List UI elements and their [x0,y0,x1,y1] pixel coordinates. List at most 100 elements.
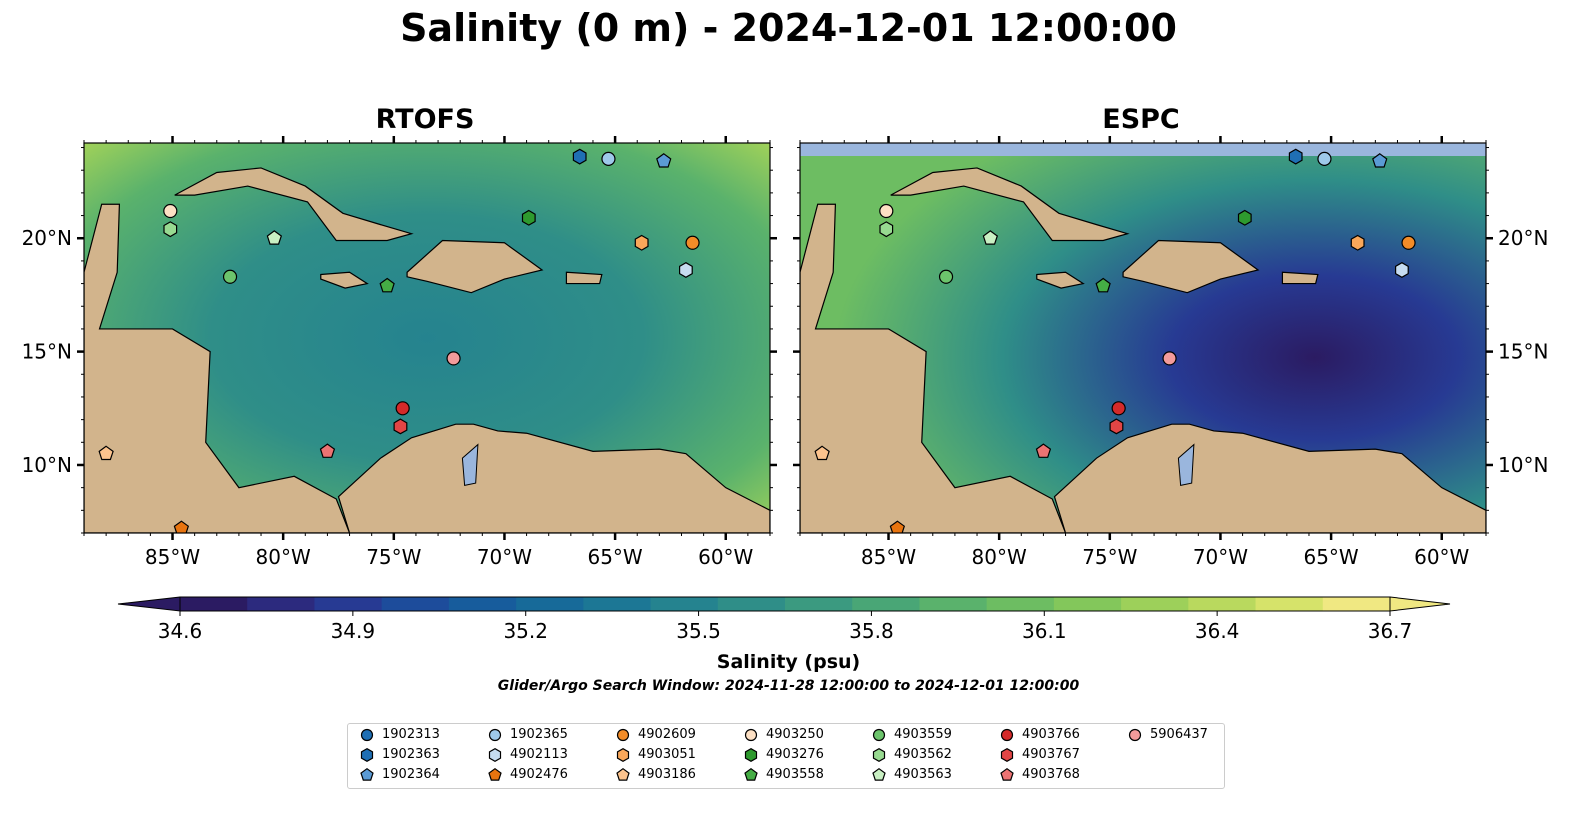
legend-label: 4903767 [1022,747,1080,762]
legend-label: 4902113 [510,747,568,762]
legend-marker [1000,767,1014,781]
legend-item-4902113: 4902113 [486,746,568,764]
legend-marker [872,728,886,742]
float-marker-1902364 [1372,153,1388,168]
legend-label: 1902365 [510,727,568,742]
float-marker-4903766 [1111,401,1126,416]
float-marker-4903558 [379,277,395,293]
float-marker-4903563 [266,230,283,245]
float-marker-1902364 [656,153,672,168]
legend-label: 5906437 [1150,727,1208,742]
float-marker-4902113 [678,262,693,278]
float-marker-4903559 [938,269,954,284]
colorbar-segment [1188,597,1257,611]
float-marker-4903563 [982,230,999,245]
colorbar-segment [314,597,383,611]
legend-item-4903186: 4903186 [614,766,696,784]
colorbar-segment [583,597,652,611]
float-marker-4903186 [814,445,830,461]
float-marker-4902113 [1394,262,1409,278]
salinity-colorbar: 34.6 34.9 35.2 35.5 35.8 36.1 36.4 36.7 [117,596,1451,643]
float-marker-4903276 [521,209,536,226]
float-marker-1902313 [769,233,770,239]
lat-tick-label: 20°N [1498,226,1548,250]
legend-marker [1128,728,1142,742]
land-area [890,167,1130,242]
legend-marker [488,748,502,762]
lon-tick-label: 75°W [366,545,421,569]
colorbar-segment [919,597,988,611]
float-marker-4903250 [163,203,178,219]
legend-item-4903563: 4903563 [870,766,952,784]
legend-item-1902313: 1902313 [358,726,440,744]
legend-marker [360,728,374,742]
legend-marker-pentagon-icon [616,767,630,781]
legend-label: 4903186 [638,767,696,782]
legend-marker [616,748,630,762]
colorbar-title: Salinity (psu) [716,651,861,673]
float-marker-4902609 [685,235,700,250]
legend-marker-pentagon-icon [360,767,374,781]
colorbar-segment [1322,597,1391,611]
lon-tick-label: 70°W [477,545,532,569]
legend-item-4903767: 4903767 [998,746,1080,764]
panel-title-espc: ESPC [1102,104,1180,135]
legend-marker-circle-icon [1128,728,1142,742]
colorbar-tick-label: 36.4 [1195,619,1240,643]
legend-label: 4903558 [766,767,824,782]
colorbar-high-extend [1389,596,1451,612]
float-legend: 1902313 1902363 1902364 1902365 4902113 49024… [347,723,1225,789]
figure-title: Salinity (0 m) - 2024-12-01 12:00:00 [400,6,1177,50]
float-marker-4903767 [1109,418,1124,435]
colorbar-segment [986,597,1055,611]
map-frame [83,142,771,534]
lon-tick-label: 65°W [1303,545,1358,569]
colorbar-tick-label: 34.9 [331,619,376,643]
legend-label: 4903559 [894,727,952,742]
colorbar-low-extend [117,596,181,612]
lon-tick-label: 70°W [1193,545,1248,569]
float-marker-5906437 [446,351,461,366]
legend-marker-hexagon-icon [488,748,502,762]
legend-item-1902363: 1902363 [358,746,440,764]
no-data-band [800,143,1486,156]
colorbar-tick-label: 34.6 [158,619,203,643]
legend-marker-hexagon-icon [744,748,758,762]
lat-tick-label: 15°N [22,340,72,364]
legend-marker [744,728,758,742]
lat-tick-label: 10°N [22,453,72,477]
lon-tick-label: 80°W [256,545,311,569]
colorbar-segment [247,597,315,611]
colorbar-segment [516,597,584,611]
float-marker-1902365 [601,151,616,166]
colorbar-segment [852,597,920,611]
legend-marker-hexagon-icon [872,748,886,762]
land-area [84,203,351,533]
land-area [1122,239,1260,294]
legend-label: 1902363 [382,747,440,762]
float-marker-1902363 [1288,148,1303,165]
legend-item-4903768: 4903768 [998,766,1080,784]
float-marker-4903768 [319,443,336,458]
legend-item-4903276: 4903276 [742,746,824,764]
colorbar-segment [785,597,853,611]
float-marker-4903768 [1035,443,1052,458]
legend-marker-hexagon-icon [616,748,630,762]
lat-tick-label: 15°N [1498,340,1548,364]
map-panel-rtofs [84,143,770,533]
legend-marker-pentagon-icon [1000,767,1014,781]
map-panel-espc [800,143,1486,533]
legend-marker-circle-icon [616,728,630,742]
float-marker-4903051 [1350,234,1365,251]
legend-label: 4903276 [766,747,824,762]
colorbar-tick-label: 35.8 [849,619,894,643]
legend-marker-pentagon-icon [872,767,886,781]
legend-marker [616,767,630,781]
legend-marker [744,748,758,762]
colorbar-segment [650,597,719,611]
lon-tick-label: 85°W [145,545,200,569]
legend-marker-pentagon-icon [744,767,758,781]
lake-maracaibo [1177,443,1195,486]
legend-label: 1902364 [382,767,440,782]
